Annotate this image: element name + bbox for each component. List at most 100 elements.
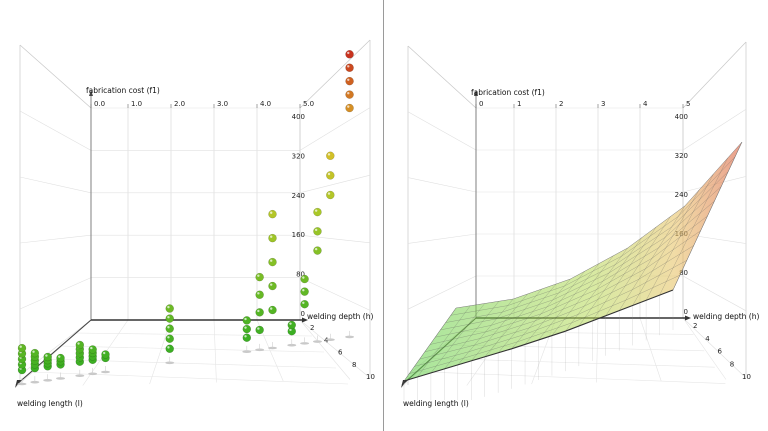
top-tick-label: 4.0 [260, 100, 271, 108]
data-point [300, 287, 309, 296]
grid-line [299, 319, 371, 379]
z-tick-label: 400 [292, 113, 305, 121]
data-point [345, 90, 354, 99]
data-point [165, 344, 174, 354]
data-point [268, 233, 277, 243]
grid-line [682, 108, 747, 151]
grid-line [30, 371, 349, 385]
data-point [313, 246, 322, 255]
z-tick-label: 80 [679, 269, 688, 277]
point-highlight [347, 78, 350, 81]
top-tick-label: 3.0 [217, 100, 228, 108]
data-point [165, 334, 174, 343]
top-tick-label: 1.0 [131, 100, 142, 108]
point-highlight [302, 301, 305, 305]
grid-line [299, 107, 371, 151]
z-axis-title: fabrication cost (f1) [86, 86, 160, 95]
surface-mesh-line [403, 307, 457, 382]
point-highlight [167, 326, 170, 329]
shadow-disk [255, 348, 265, 352]
point-highlight [302, 276, 305, 279]
surface-mesh-line [484, 288, 542, 358]
grid-line [19, 176, 92, 194]
surface-mesh-line [424, 230, 701, 353]
surface-mesh-line [605, 216, 671, 316]
h-tick-label: 4 [705, 335, 710, 343]
grid-line [682, 317, 727, 380]
grid-line [407, 233, 477, 244]
shadow-disk [300, 342, 310, 345]
point-highlight [167, 346, 170, 349]
surface-mesh-line [430, 303, 485, 374]
point-highlight [103, 351, 106, 355]
point-highlight [314, 247, 318, 251]
grid-line [431, 357, 715, 368]
surface-mesh-line [551, 255, 614, 336]
data-point [313, 227, 322, 236]
data-point [326, 151, 335, 161]
surface-front-edge [403, 289, 674, 382]
z-tick-label: 0 [301, 310, 305, 318]
h-axis-arrow [685, 315, 691, 321]
grid-line [407, 275, 477, 310]
grid-line [19, 44, 92, 109]
point-highlight [314, 209, 318, 212]
h-axis-arrow [302, 317, 308, 323]
data-point [165, 314, 174, 323]
h-axis-title: welding depth (h) [693, 312, 759, 321]
surface-mesh-line [419, 245, 694, 360]
shadow-disk [30, 380, 40, 384]
data-point [268, 281, 277, 291]
surface-panel: 012345400320240160800246810 fabrication … [401, 41, 759, 408]
grid-line [407, 177, 477, 193]
surface-mesh-line [414, 260, 687, 367]
z-tick-label: 240 [675, 191, 688, 199]
data-point [165, 304, 174, 313]
grid-line [60, 345, 325, 353]
point-highlight [327, 153, 331, 156]
point-highlight [347, 65, 350, 68]
data-point [345, 63, 354, 72]
z-tick-label: 240 [292, 192, 305, 200]
l-axis-arrow [401, 380, 407, 388]
data-point [30, 348, 40, 358]
grid-line [682, 41, 747, 109]
data-point [326, 171, 335, 180]
h-tick-label: 10 [366, 373, 375, 381]
point-highlight [19, 345, 22, 348]
point-highlight [257, 274, 260, 277]
data-point [255, 272, 264, 282]
z-tick-label: 320 [675, 152, 688, 160]
data-point [242, 316, 252, 325]
grid-line [299, 319, 351, 380]
h-tick-label: 10 [742, 373, 751, 381]
z-axis-arrow [89, 90, 93, 96]
shadow-disk [345, 335, 355, 339]
surface-mesh-line [565, 247, 628, 332]
z-tick-label: 80 [296, 271, 305, 279]
surface-mesh-line [538, 263, 600, 341]
point-highlight [32, 350, 35, 353]
surface-mesh-line [435, 201, 715, 338]
data-point [268, 209, 277, 219]
grid-line [19, 110, 92, 151]
l-axis-title: welding length (l) [403, 399, 469, 408]
data-point [300, 274, 309, 284]
scatter-panel: 0.0 1.0 2.0 3.0 4.0 5.0400320240160800246810 … [15, 39, 375, 408]
data-point [268, 257, 277, 267]
point-highlight [257, 327, 260, 330]
point-highlight [270, 307, 273, 310]
h-tick-label: 2 [693, 322, 697, 330]
data-point [287, 320, 297, 330]
h-tick-label: 6 [718, 348, 723, 356]
point-highlight [58, 355, 61, 358]
data-point [300, 299, 309, 309]
point-highlight [257, 309, 260, 313]
point-highlight [347, 92, 350, 95]
point-highlight [270, 283, 273, 286]
top-tick-label: 5.0 [303, 100, 314, 108]
point-highlight [257, 292, 260, 295]
surface-mesh-line [457, 298, 514, 366]
point-highlight [347, 51, 350, 55]
point-highlight [327, 192, 331, 195]
